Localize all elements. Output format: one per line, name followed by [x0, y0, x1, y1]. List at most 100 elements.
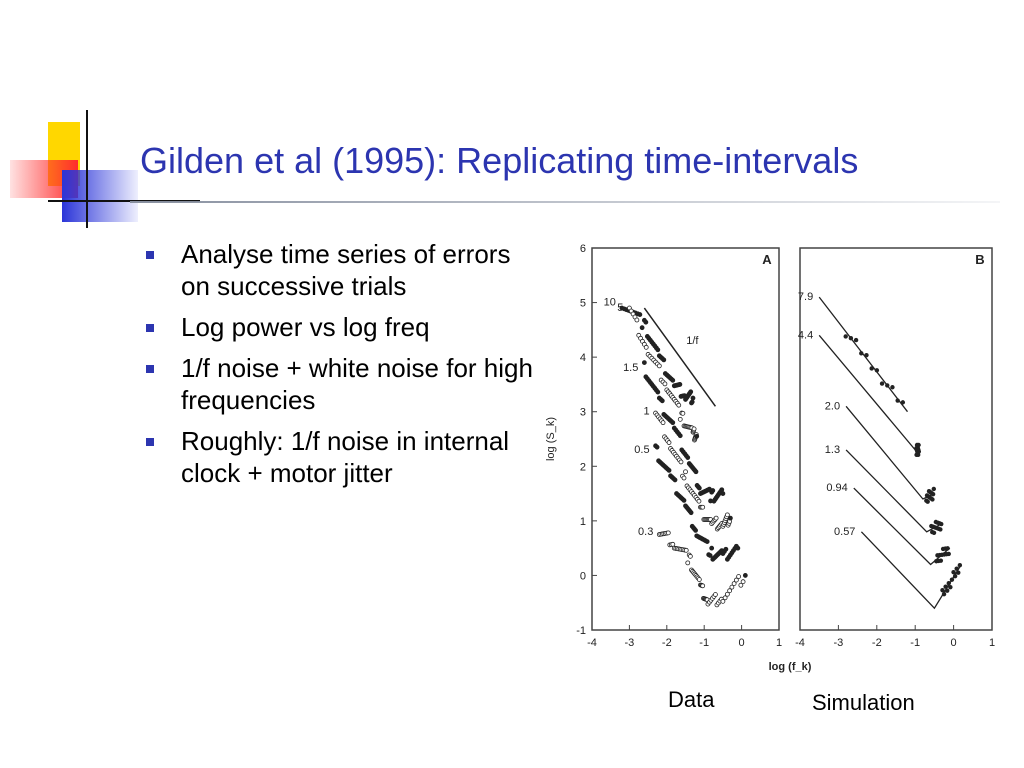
title-underline [130, 201, 1000, 203]
square-bullet-icon [146, 251, 154, 259]
data-point [720, 491, 726, 496]
x-tick-label: -2 [662, 637, 672, 649]
reference-line-1-over-f [643, 307, 717, 407]
panel-frame [799, 247, 993, 631]
data-point [687, 553, 693, 559]
data-point [678, 459, 684, 465]
data-point [685, 455, 691, 460]
data-point [713, 515, 719, 521]
data-point [727, 515, 733, 521]
x-tick-label: -3 [625, 637, 635, 649]
data-point [719, 487, 725, 493]
simulation-noise-point [946, 551, 951, 557]
simulation-noise-point [943, 584, 948, 589]
simulation-noise-point [843, 334, 848, 339]
y-tick-label: 2 [580, 461, 586, 473]
x-tick-label: -3 [834, 637, 844, 649]
simulation-noise-point [956, 570, 961, 575]
y-tick-label: 5 [580, 298, 586, 310]
simulation-noise-point [874, 368, 880, 373]
data-point [720, 598, 726, 604]
simulation-noise-point [864, 352, 869, 358]
simulation-noise-point [885, 383, 890, 388]
data-point [665, 530, 671, 536]
data-point [689, 399, 695, 405]
bullet-text: Log power vs log freq [181, 312, 430, 342]
panel-frame [591, 247, 780, 631]
data-point [724, 512, 730, 518]
simulation-noise-point [957, 562, 963, 568]
data-point [709, 545, 715, 551]
simulation-noise-point [930, 497, 935, 502]
series-label: 1.5 [623, 362, 638, 374]
simulation-noise-point [879, 381, 885, 386]
simulation-noise-point [938, 527, 943, 532]
data-point [740, 579, 746, 585]
data-point [677, 382, 683, 387]
spectrum-figure-svg: A -4 -3 -2 -1 0 1 -1 0 1 2 3 4 5 6 log (S_k)log (f_k) 1/… [545, 243, 995, 673]
series-label: 4.4 [798, 329, 813, 341]
x-tick-label: 0 [739, 637, 745, 649]
data-point [696, 485, 702, 491]
y-tick-label: 6 [580, 243, 586, 255]
caption-simulation: Simulation [812, 690, 915, 715]
data-point [723, 546, 729, 552]
data-point [727, 588, 733, 594]
y-tick-label: 0 [580, 570, 586, 582]
simulation-noise-point [954, 566, 959, 571]
y-tick-label: 3 [580, 407, 586, 419]
data-point [693, 469, 699, 475]
simulation-noise-point [895, 398, 900, 403]
simulation-curve [818, 296, 909, 413]
simulation-noise-point [946, 580, 951, 586]
data-point [643, 319, 649, 325]
simulation-noise-point [930, 491, 936, 497]
simulation-noise-point [859, 351, 864, 356]
data-point [677, 416, 683, 422]
simulation-noise-point [940, 587, 945, 593]
data-point [707, 553, 713, 558]
x-axis-label: log (f_k) [769, 661, 812, 673]
simulation-noise-point [941, 591, 947, 597]
series-label: 10 [604, 297, 616, 309]
bullet-item: Analyse time series of errors on success… [146, 238, 546, 302]
data-point [700, 583, 706, 589]
data-point [696, 498, 702, 504]
bullet-text: Roughly: 1/f noise in internal clock + m… [181, 426, 510, 488]
simulation-noise-point [900, 400, 906, 405]
simulation-noise-point [952, 573, 958, 579]
bullet-item: 1/f noise + white noise for high frequen… [146, 352, 546, 416]
series-label: 1 [643, 406, 649, 418]
data-point [729, 584, 735, 590]
simulation-noise-point [949, 577, 955, 582]
data-point [659, 398, 665, 404]
bullet-list: Analyse time series of errors on success… [146, 238, 546, 498]
bullet-item: Roughly: 1/f noise in internal clock + m… [146, 425, 546, 489]
data-point [670, 420, 676, 426]
data-point [655, 389, 661, 395]
y-axis-label: log (S_k) [545, 417, 557, 461]
caption-data: Data [668, 687, 715, 712]
simulation-noise-point [916, 449, 922, 454]
square-bullet-icon [146, 438, 154, 446]
spectrum-figure: A -4 -3 -2 -1 0 1 -1 0 1 2 3 4 5 6 log (S_k) log (f_k) 1/… [538, 230, 1008, 686]
data-point [681, 497, 687, 503]
data-point [742, 573, 748, 578]
simulation-noise-point [938, 558, 944, 563]
data-point [713, 592, 718, 597]
data-point [736, 574, 742, 579]
data-point [681, 475, 687, 481]
data-point [733, 577, 739, 583]
data-point [676, 402, 682, 408]
simulation-noise-point [945, 588, 950, 593]
x-tick-label: -1 [910, 637, 920, 649]
x-tick-label: -2 [872, 637, 882, 649]
simulation-noise-point [890, 385, 895, 390]
square-bullet-icon [146, 324, 154, 332]
bullet-text: Analyse time series of errors on success… [181, 239, 511, 301]
x-tick-label: -4 [587, 637, 597, 649]
blue-square [62, 170, 138, 222]
data-point [731, 581, 737, 587]
data-point [666, 440, 672, 445]
data-point [683, 547, 689, 553]
